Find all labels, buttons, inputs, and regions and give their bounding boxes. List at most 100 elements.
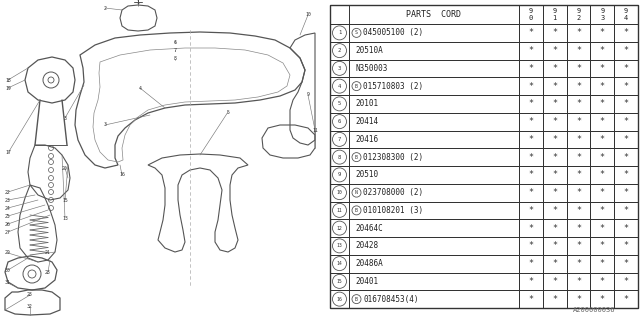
Bar [543,255,566,273]
Bar [519,255,543,273]
Text: *: * [552,153,557,162]
Bar [590,219,614,237]
Bar [349,166,519,184]
Bar [614,95,638,113]
Bar [519,237,543,255]
Bar [349,237,519,255]
Bar [543,42,566,60]
Text: 15: 15 [337,279,342,284]
Text: *: * [623,224,628,233]
Bar [349,148,519,166]
Text: *: * [529,28,533,37]
Text: *: * [552,206,557,215]
Bar [590,166,614,184]
Bar [590,273,614,290]
Bar [330,60,349,77]
Bar [330,255,349,273]
Text: S: S [355,30,358,36]
Bar [330,184,349,202]
Text: *: * [623,100,628,108]
Bar [614,77,638,95]
Text: 15: 15 [62,197,68,203]
Text: *: * [552,188,557,197]
Text: 10: 10 [305,12,311,18]
Bar [590,5,614,24]
Bar [566,255,590,273]
Text: 2: 2 [338,48,341,53]
Text: *: * [576,117,581,126]
Text: *: * [552,46,557,55]
Bar [566,42,590,60]
Text: *: * [529,259,533,268]
Text: 13: 13 [62,215,68,220]
Text: 8: 8 [173,57,177,61]
Text: 012308300 (2): 012308300 (2) [363,153,423,162]
Text: N: N [355,190,358,195]
Text: *: * [552,170,557,180]
Bar [566,290,590,308]
Bar [614,24,638,42]
Text: *: * [623,241,628,250]
Bar [590,42,614,60]
Bar [543,237,566,255]
Text: *: * [600,259,605,268]
Bar [519,60,543,77]
Text: *: * [529,188,533,197]
Bar [543,273,566,290]
Bar [330,5,519,24]
Text: 20428: 20428 [355,241,378,250]
Bar [590,24,614,42]
Text: 3: 3 [338,66,341,71]
Text: *: * [529,241,533,250]
Text: 20486A: 20486A [355,259,383,268]
Text: 31: 31 [5,281,11,285]
Text: *: * [552,277,557,286]
Text: *: * [623,188,628,197]
Bar [614,42,638,60]
Bar [330,202,349,219]
Bar [614,60,638,77]
Bar [330,219,349,237]
Bar [590,113,614,131]
Bar [543,24,566,42]
Text: 27: 27 [5,229,11,235]
Text: 18: 18 [5,77,11,83]
Text: 7: 7 [338,137,341,142]
Bar [590,60,614,77]
Bar [543,166,566,184]
Text: *: * [552,82,557,91]
Bar [614,166,638,184]
Text: *: * [623,153,628,162]
Text: 10: 10 [337,190,342,195]
Text: *: * [623,259,628,268]
Bar [590,77,614,95]
Bar [349,202,519,219]
Text: *: * [576,28,581,37]
Text: 22: 22 [5,189,11,195]
Text: *: * [576,100,581,108]
Text: *: * [576,241,581,250]
Bar [519,5,543,24]
Text: 9
0: 9 0 [529,8,533,21]
Bar [349,219,519,237]
Text: *: * [529,64,533,73]
Bar [590,131,614,148]
Text: *: * [576,46,581,55]
Text: *: * [576,64,581,73]
Text: *: * [552,135,557,144]
Text: *: * [576,277,581,286]
Bar [614,113,638,131]
Text: 2: 2 [104,5,106,11]
Bar [519,166,543,184]
Bar [330,237,349,255]
Bar [566,24,590,42]
Text: *: * [600,64,605,73]
Text: 5: 5 [338,101,341,106]
Text: 4: 4 [139,85,141,91]
Text: *: * [576,295,581,304]
Bar [614,255,638,273]
Text: *: * [529,46,533,55]
Bar [590,95,614,113]
Bar [543,95,566,113]
Text: *: * [623,206,628,215]
